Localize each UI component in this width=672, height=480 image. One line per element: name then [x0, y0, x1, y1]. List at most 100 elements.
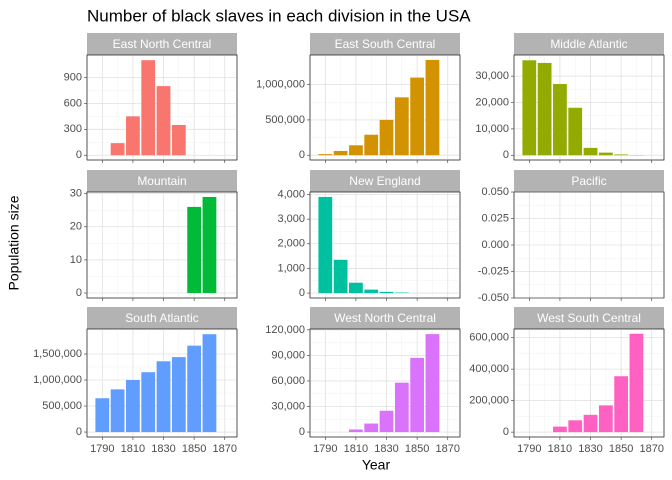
x-tick-label: 1810	[548, 443, 572, 455]
bar	[141, 372, 156, 433]
bar	[95, 398, 110, 433]
strip-text: West North Central	[334, 311, 436, 325]
bar	[318, 196, 333, 294]
x-tick-label: 1830	[374, 443, 398, 455]
y-tick-label: 0	[503, 426, 509, 438]
x-tick-label: 1850	[609, 443, 633, 455]
strip	[87, 170, 237, 192]
y-tick-label: 60,000	[271, 375, 305, 387]
panel-border	[309, 191, 461, 299]
panel-border	[513, 54, 665, 161]
panel-border	[86, 328, 238, 438]
bar	[364, 289, 379, 294]
x-tick-label: 1790	[313, 443, 337, 455]
bar	[171, 125, 186, 156]
bar	[379, 291, 394, 294]
bar	[583, 414, 598, 433]
x-tick-label: 1810	[121, 443, 145, 455]
bar	[553, 84, 567, 156]
bar	[110, 389, 125, 433]
strip	[514, 170, 664, 192]
panel	[309, 191, 461, 299]
bar	[156, 86, 171, 156]
bar	[187, 345, 202, 433]
y-tick-label: 10,000	[475, 123, 509, 135]
y-tick-label: 0.050	[481, 186, 509, 198]
bar	[410, 357, 425, 433]
y-tick-label: -0.025	[478, 265, 509, 277]
strip	[514, 33, 664, 55]
bar	[598, 152, 613, 156]
y-tick-label: -0.050	[478, 292, 509, 304]
strip	[310, 170, 460, 192]
bar	[171, 357, 186, 433]
x-tick-label: 1830	[151, 443, 175, 455]
bar	[349, 145, 363, 156]
bar	[583, 147, 598, 156]
y-tick-label: 120,000	[265, 324, 305, 336]
y-tick-label: 30,000	[475, 70, 509, 82]
bar	[156, 361, 171, 433]
x-tick-label: 1790	[517, 443, 541, 455]
x-tick-label: 1870	[436, 443, 460, 455]
strip-text: Pacific	[571, 174, 606, 188]
bar	[614, 376, 629, 433]
bar	[394, 97, 409, 156]
strip	[87, 307, 237, 329]
strip-text: Mountain	[137, 174, 186, 188]
bar	[379, 410, 394, 433]
bar	[568, 420, 583, 433]
strip-text: South Atlantic	[125, 311, 198, 325]
y-tick-label: 0	[76, 426, 82, 438]
y-tick-label: 0	[76, 287, 82, 299]
strip	[310, 307, 460, 329]
x-tick-label: 1870	[640, 443, 664, 455]
x-tick-label: 1850	[405, 443, 429, 455]
strip	[514, 307, 664, 329]
bar	[318, 154, 333, 156]
strip	[310, 33, 460, 55]
y-tick-label: 900	[64, 71, 82, 83]
strip-text: New England	[349, 174, 420, 188]
y-tick-label: 1,000,000	[33, 374, 82, 386]
bar	[202, 196, 217, 294]
y-tick-label: 1,000,000	[256, 79, 305, 91]
bar	[425, 334, 440, 433]
bar	[187, 206, 202, 294]
y-tick-label: 200,000	[469, 395, 509, 407]
strip-text: Middle Atlantic	[550, 37, 627, 51]
y-tick-label: 2,000	[277, 238, 305, 250]
panel-border	[309, 54, 461, 161]
bar	[522, 60, 537, 156]
chart-title: Number of black slaves in each division …	[87, 6, 471, 25]
y-tick-label: 3,000	[277, 213, 305, 225]
bar	[333, 259, 348, 294]
strip-text: West South Central	[537, 311, 641, 325]
y-tick-label: 20	[70, 221, 82, 233]
y-tick-label: 600	[64, 97, 82, 109]
bar	[379, 119, 394, 156]
panel	[513, 54, 665, 161]
bar	[110, 143, 125, 156]
bar	[126, 116, 140, 156]
bar	[598, 405, 613, 433]
y-tick-label: 600,000	[469, 332, 509, 344]
bar	[425, 59, 440, 156]
x-tick-label: 1870	[213, 443, 237, 455]
bar	[553, 426, 567, 433]
panel-border	[513, 191, 665, 299]
bar	[537, 62, 552, 156]
bar	[126, 380, 140, 433]
bar	[349, 429, 363, 433]
y-tick-label: 500,000	[265, 114, 305, 126]
y-tick-label: 30,000	[271, 400, 305, 412]
panel-border	[309, 328, 461, 438]
y-tick-label: 30	[70, 188, 82, 200]
y-tick-label: 4,000	[277, 188, 305, 200]
y-axis-title: Population size	[6, 195, 22, 290]
panel-border	[86, 54, 238, 161]
y-tick-label: 0.000	[481, 239, 509, 251]
y-tick-label: 90,000	[271, 349, 305, 361]
y-tick-label: 0.025	[481, 212, 509, 224]
